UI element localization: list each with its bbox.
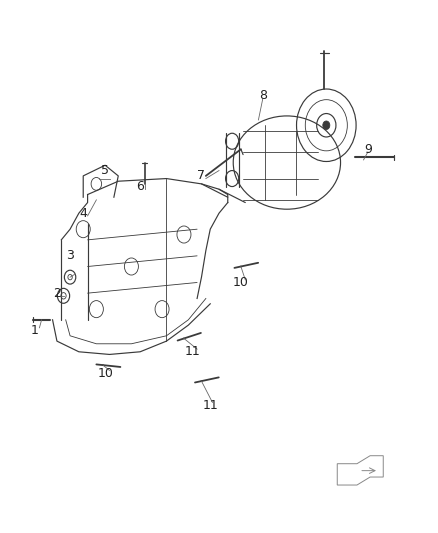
Text: 2: 2 — [53, 287, 61, 300]
Text: 10: 10 — [97, 367, 113, 379]
Text: 6: 6 — [136, 180, 144, 193]
Text: 11: 11 — [202, 399, 218, 411]
Text: 10: 10 — [233, 276, 249, 289]
Text: 4: 4 — [79, 207, 87, 220]
Text: 11: 11 — [185, 345, 201, 358]
Text: 5: 5 — [101, 164, 109, 177]
Text: 7: 7 — [198, 169, 205, 182]
Text: 1: 1 — [31, 324, 39, 337]
Text: 8: 8 — [259, 90, 267, 102]
Circle shape — [323, 121, 330, 130]
Text: 3: 3 — [66, 249, 74, 262]
Text: 9: 9 — [364, 143, 372, 156]
